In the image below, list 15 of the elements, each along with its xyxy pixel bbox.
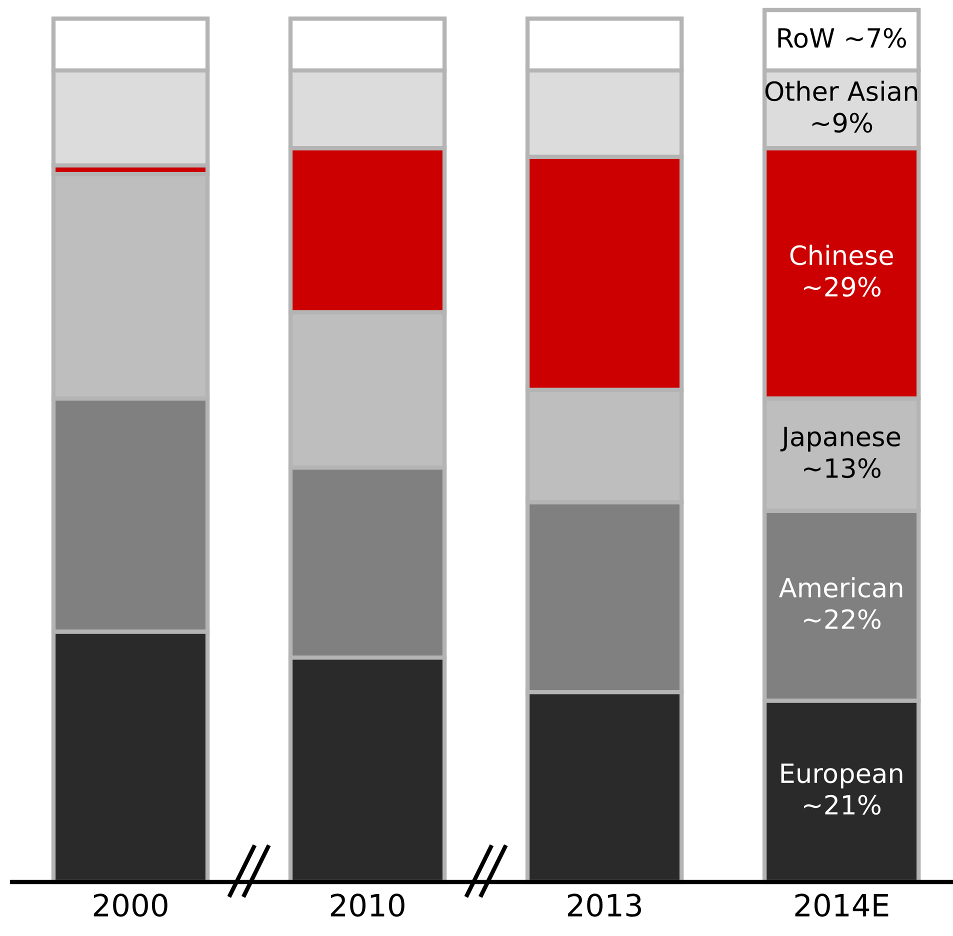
series-label: European (781, 764, 902, 788)
series-label: Chinese (790, 244, 893, 266)
x-tick-label: 2000 (94, 894, 168, 917)
series-label: American (779, 577, 902, 598)
data-label: ~22% (804, 609, 881, 630)
x-tick-label: 2014E (795, 894, 888, 917)
series-label: Japanese (780, 426, 900, 452)
x-tick-label: 2013 (568, 894, 641, 917)
x-tick-label: 2010 (330, 894, 404, 917)
data-label: ~9% (812, 112, 872, 133)
data-label: ~13% (804, 458, 881, 478)
data-label: ~21% (804, 794, 881, 815)
data-label: ~29% (804, 276, 881, 297)
series-label: Other Asian (765, 80, 918, 102)
text: RoW ~7% (778, 28, 906, 48)
